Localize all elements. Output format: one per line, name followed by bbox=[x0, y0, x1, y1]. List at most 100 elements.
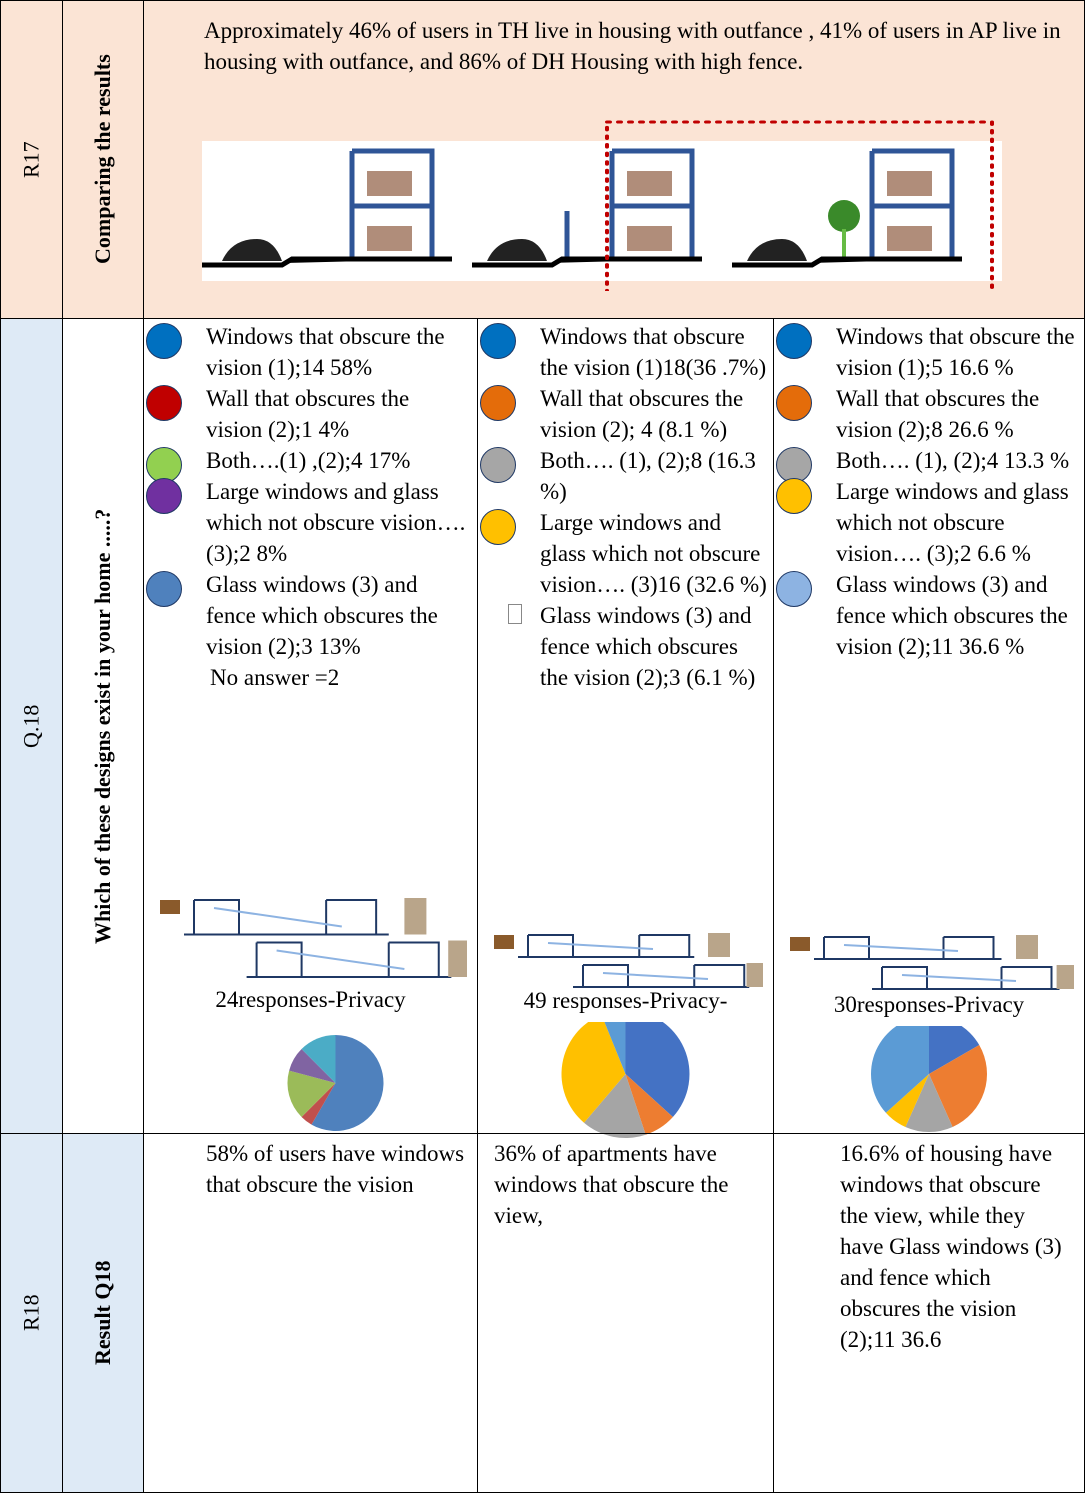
bullet-circle bbox=[776, 478, 812, 514]
answer-item: Glass windows (3) and fence which obscur… bbox=[478, 600, 767, 693]
sketch-line bbox=[814, 936, 1002, 960]
sketch-photo bbox=[1016, 935, 1038, 959]
result-cell: 16.6% of housing have windows that obscu… bbox=[773, 1133, 1085, 1493]
answer-item: Glass windows (3) and fence which obscur… bbox=[144, 569, 471, 662]
pie-slice bbox=[311, 1035, 384, 1131]
sketch-line bbox=[638, 934, 691, 957]
answer-text: Wall that obscures the vision (2);8 26.6… bbox=[836, 386, 1040, 442]
result-text: 36% of apartments have windows that obsc… bbox=[494, 1141, 729, 1228]
sketch-line bbox=[901, 974, 1017, 982]
answer-text: Glass windows (3) and fence which obscur… bbox=[836, 572, 1068, 659]
pie-slice bbox=[289, 1049, 336, 1083]
sketch-line bbox=[184, 899, 389, 936]
pie-slice bbox=[301, 1035, 336, 1083]
result-text: 58% of users have windows that obscure t… bbox=[206, 1141, 465, 1197]
bullet-circle bbox=[146, 385, 182, 421]
note: No answer =2 bbox=[210, 665, 340, 690]
sketch-line bbox=[1000, 966, 1053, 989]
answer-item: Large windows and glass which not obscur… bbox=[478, 507, 767, 600]
sketch bbox=[488, 931, 763, 991]
bullet-circle bbox=[776, 571, 812, 607]
answer-text: Wall that obscures the vision (2); 4 (8.… bbox=[540, 386, 744, 442]
answer-text: Large windows and glass which not obscur… bbox=[836, 479, 1069, 566]
answer-item: Windows that obscure the vision (1);5 16… bbox=[774, 321, 1078, 383]
bullet-circle bbox=[776, 323, 812, 359]
answer-item: Glass windows (3) and fence which obscur… bbox=[774, 569, 1078, 662]
row-id: Q.18 bbox=[18, 704, 44, 748]
answer-item: Windows that obscure the vision (1);14 5… bbox=[144, 321, 471, 383]
row-id: R18 bbox=[18, 1294, 44, 1332]
answer-text: Glass windows (3) and fence which obscur… bbox=[540, 603, 756, 690]
sketch-line bbox=[518, 934, 695, 958]
answer-item: Wall that obscures the vision (2);1 4% bbox=[144, 383, 471, 445]
pie-slice bbox=[929, 1045, 987, 1127]
result-cell: 58% of users have windows that obscure t… bbox=[143, 1133, 478, 1493]
sketch-line bbox=[693, 964, 746, 987]
pie-chart bbox=[561, 1022, 690, 1138]
pie-slice bbox=[287, 1070, 336, 1117]
result-text: 16.6% of housing have windows that obscu… bbox=[840, 1141, 1062, 1352]
bullet-circle bbox=[776, 385, 812, 421]
answer-text: Large windows and glass which not obscur… bbox=[206, 479, 466, 566]
illustration bbox=[202, 120, 1002, 291]
sketch-photo bbox=[404, 898, 427, 935]
sketch-line bbox=[325, 899, 378, 935]
sketch-line bbox=[547, 942, 654, 950]
answer-list: Windows that obscure the vision (1);14 5… bbox=[144, 321, 471, 693]
heading-cell: Comparing the results bbox=[62, 0, 144, 319]
row-id-cell: Q.18 bbox=[0, 318, 63, 1134]
answer-item: Both…. (1), (2);8 (16.3 %) bbox=[478, 445, 767, 507]
bullet-circle bbox=[480, 323, 516, 359]
caption: 24responses-Privacy bbox=[215, 987, 406, 1012]
answer-cell: Windows that obscure the vision (1)18(36… bbox=[477, 318, 774, 1138]
pie-slice bbox=[625, 1074, 673, 1135]
paragraph: Approximately 46% of users in TH live in… bbox=[204, 18, 1061, 74]
sketch-photo bbox=[790, 937, 810, 951]
content-cell: Approximately 46% of users in TH live in… bbox=[143, 0, 1085, 319]
pie-slice bbox=[871, 1026, 929, 1113]
answer-text: Large windows and glass which not obscur… bbox=[540, 510, 767, 597]
answer-item: Large windows and glass which not obscur… bbox=[774, 476, 1078, 569]
pie-slice bbox=[625, 1022, 690, 1118]
bullet-circle bbox=[480, 385, 516, 421]
bullet-circle bbox=[146, 447, 182, 483]
result-cell: 36% of apartments have windows that obsc… bbox=[477, 1133, 774, 1493]
pie-chart bbox=[871, 1026, 987, 1132]
answer-list: Windows that obscure the vision (1)18(36… bbox=[478, 321, 767, 693]
answer-item: Large windows and glass which not obscur… bbox=[144, 476, 471, 569]
answer-cell: Windows that obscure the vision (1);14 5… bbox=[143, 318, 478, 1134]
heading-cell: Which of these designs exist in your hom… bbox=[62, 318, 144, 1134]
bullet-circle bbox=[776, 447, 812, 483]
answer-text: Windows that obscure the vision (1);14 5… bbox=[206, 324, 445, 380]
answer-item: Wall that obscures the vision (2); 4 (8.… bbox=[478, 383, 767, 445]
answer-text: Both….(1) ,(2);4 17% bbox=[206, 448, 411, 473]
sketch bbox=[784, 933, 1074, 993]
answer-text: Both…. (1), (2);8 (16.3 %) bbox=[540, 448, 756, 504]
sketch-photo bbox=[746, 963, 763, 987]
answer-item: Both…. (1), (2);4 13.3 % bbox=[774, 445, 1078, 483]
sketch bbox=[154, 896, 467, 981]
sketch-line bbox=[276, 949, 405, 970]
sketch-line bbox=[246, 941, 452, 978]
answer-text: Windows that obscure the vision (1)18(36… bbox=[540, 324, 767, 380]
bullet-circle bbox=[146, 571, 182, 607]
heading-cell: Result Q18 bbox=[62, 1133, 144, 1493]
pie-chart bbox=[287, 1035, 384, 1131]
answer-text: Both…. (1), (2);4 13.3 % bbox=[836, 448, 1070, 473]
sketch-line bbox=[602, 972, 709, 980]
sketch-line bbox=[387, 941, 440, 977]
sketch-line bbox=[872, 966, 1060, 990]
bullet-circle bbox=[480, 509, 516, 545]
row-id-cell: R17 bbox=[0, 0, 63, 319]
pie-slice bbox=[584, 1074, 646, 1138]
answer-text: Glass windows (3) and fence which obscur… bbox=[206, 572, 438, 659]
sketch-line bbox=[843, 944, 959, 952]
bullet-circle bbox=[480, 447, 516, 483]
pie-slice bbox=[561, 1022, 626, 1123]
sketch-line bbox=[942, 936, 995, 959]
sketch-line bbox=[573, 964, 750, 988]
pie-slice bbox=[301, 1083, 336, 1125]
row-id: R17 bbox=[18, 141, 44, 178]
pie-slice bbox=[905, 1074, 953, 1132]
